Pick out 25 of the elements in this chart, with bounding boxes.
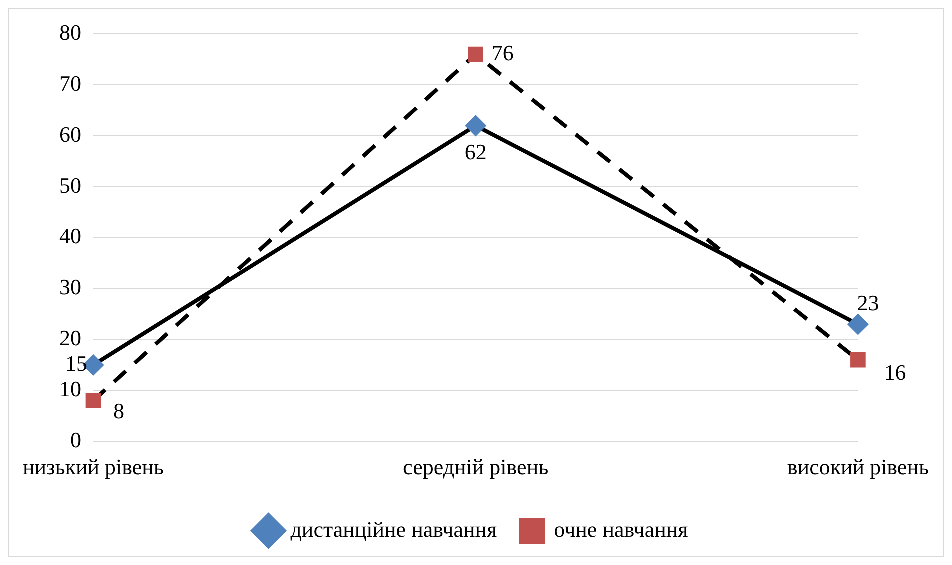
legend-label: дистанційне навчання [290, 516, 498, 542]
point [848, 314, 868, 334]
y-tick-label: 80 [59, 20, 82, 45]
point [86, 393, 102, 409]
data-label: 15 [65, 350, 88, 376]
y-tick-label: 50 [59, 172, 82, 198]
y-tick-label: 60 [59, 122, 82, 147]
data-label: 62 [464, 140, 487, 165]
y-tick-label: 20 [59, 326, 82, 351]
point [850, 352, 866, 368]
legend-label: очне навчання [554, 516, 688, 542]
y-tick-label: 40 [59, 224, 82, 249]
data-label: 16 [884, 360, 906, 385]
y-tick-label: 0 [70, 427, 82, 452]
y-tick-label: 70 [59, 70, 82, 96]
data-label: 23 [857, 290, 880, 316]
x-tick-label: середній рівень [403, 454, 549, 480]
data-label: 76 [492, 40, 514, 66]
y-tick-label: 10 [59, 376, 82, 402]
x-tick-label: низький рівень [23, 454, 164, 480]
data-label: 8 [113, 398, 124, 424]
point [466, 116, 486, 136]
point [468, 46, 484, 62]
y-tick-label: 30 [59, 274, 82, 300]
x-tick-label: високий рівень [787, 454, 930, 480]
